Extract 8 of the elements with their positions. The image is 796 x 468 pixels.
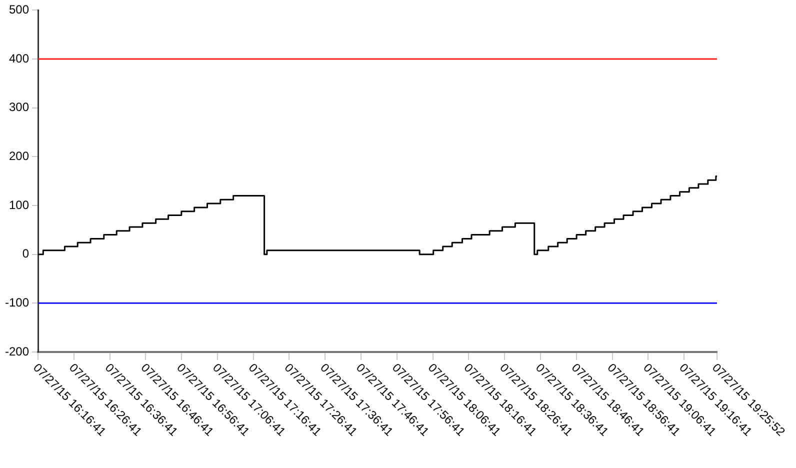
y-tick-label: -200 — [4, 344, 30, 358]
y-tick-label: 300 — [8, 100, 30, 114]
y-tick-label: -100 — [4, 295, 30, 310]
y-tick-label: 100 — [8, 198, 30, 212]
y-tick-label: 200 — [8, 149, 30, 163]
y-tick-label: 500 — [8, 2, 30, 17]
y-tick-label: 0 — [22, 246, 30, 261]
y-tick-label: 400 — [8, 51, 30, 66]
